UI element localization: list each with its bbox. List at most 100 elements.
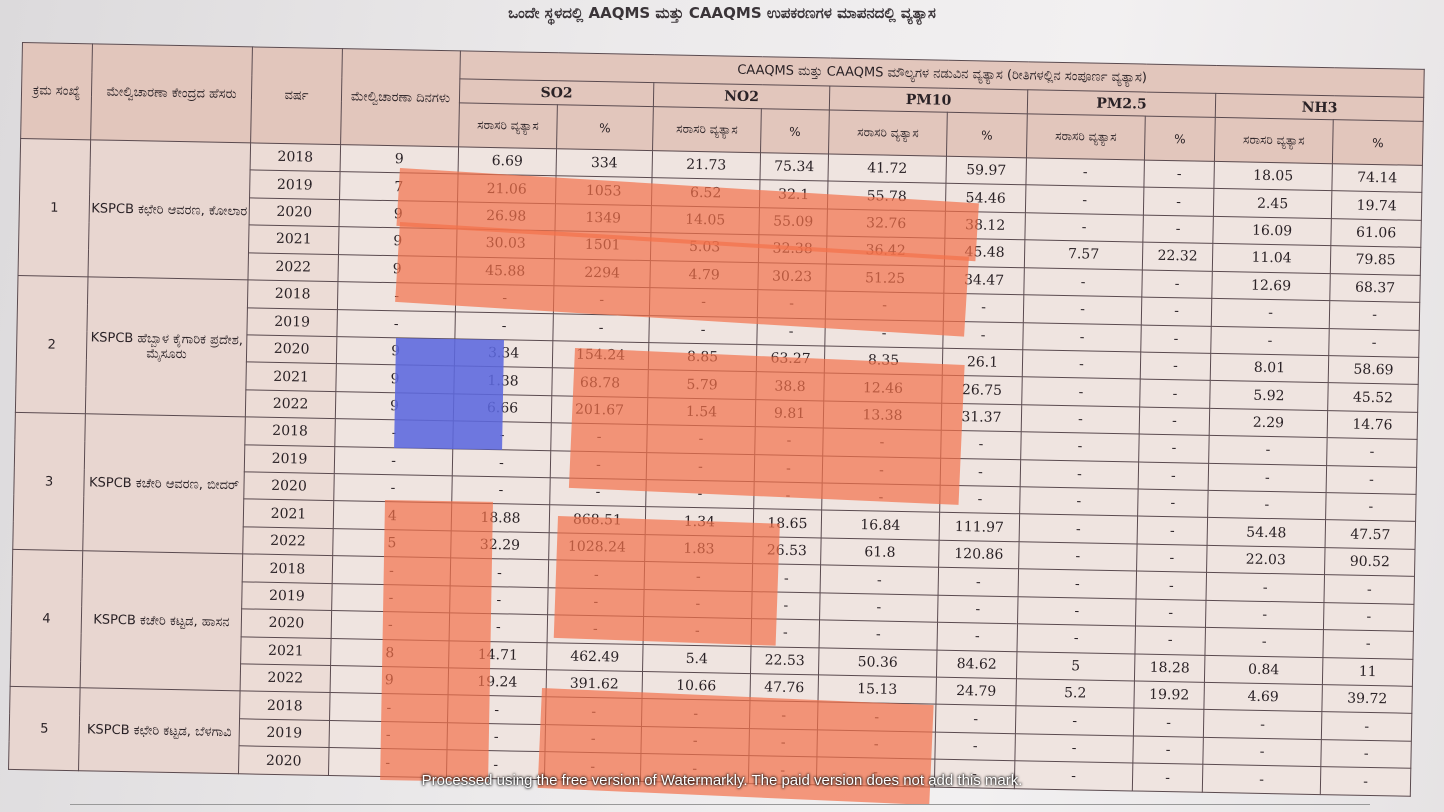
so2-avg-cell: - <box>454 311 554 341</box>
sl-no-cell: 3 <box>12 412 86 552</box>
no2-percent-cell: 30.23 <box>757 262 827 292</box>
header-pollutant: NO2 <box>653 82 830 111</box>
header-avg-diff: ಸರಾಸರಿ ವ್ಯತ್ಯಾಸ <box>828 110 948 157</box>
nh3-avg-cell: 18.05 <box>1213 161 1333 192</box>
so2-avg-cell: - <box>446 722 546 752</box>
pm25-percent-cell: - <box>1140 324 1212 354</box>
no2-avg-cell: - <box>643 589 753 619</box>
no2-percent-cell: - <box>749 701 818 730</box>
days-cell: 9 <box>337 254 457 284</box>
days-cell: 9 <box>335 363 455 394</box>
no2-percent-cell: - <box>757 289 826 319</box>
so2-percent-cell: - <box>553 285 650 316</box>
nh3-percent-cell: 58.69 <box>1328 355 1419 385</box>
nh3-avg-cell: - <box>1210 325 1330 356</box>
pm25-percent-cell: - <box>1132 735 1204 765</box>
pm25-avg-cell: - <box>1025 185 1144 215</box>
no2-avg-cell: - <box>641 698 750 729</box>
nh3-avg-cell: 11.04 <box>1212 243 1331 274</box>
so2-percent-cell: 1349 <box>554 203 652 233</box>
no2-percent-cell: 32.1 <box>759 180 828 209</box>
so2-avg-cell: - <box>452 421 552 451</box>
table-wrapper: ಕ್ರಮ ಸಂಖ್ಯೆ ಮೇಲ್ವಿಚಾರಣಾ ಕೇಂದ್ರದ ಹೆಸರು ವರ… <box>8 42 1425 797</box>
nh3-avg-cell: - <box>1203 709 1322 740</box>
station-name-cell: KSPCB ಕಛೇರಿ ಆವರಣ, ಕೋಲಾರ <box>88 139 251 280</box>
year-cell: 2022 <box>247 252 339 282</box>
so2-avg-cell: 1.38 <box>453 366 553 396</box>
year-cell: 2022 <box>240 663 331 693</box>
nh3-avg-cell: - <box>1208 462 1327 493</box>
nh3-avg-cell: - <box>1205 600 1324 630</box>
pm25-percent-cell: - <box>1138 461 1209 491</box>
pm25-percent-cell: - <box>1141 269 1213 299</box>
pm10-avg-cell: - <box>817 702 936 733</box>
no2-avg-cell: - <box>646 452 755 482</box>
days-cell: - <box>329 692 449 723</box>
nh3-percent-cell: 45.52 <box>1327 383 1419 413</box>
so2-percent-cell: 68.78 <box>551 368 649 398</box>
pm25-avg-cell: 5 <box>1016 651 1135 681</box>
pm10-avg-cell: - <box>822 428 942 458</box>
days-cell: - <box>334 446 453 476</box>
nh3-percent-cell: 11 <box>1322 657 1414 687</box>
no2-avg-cell: - <box>643 616 752 647</box>
no2-percent-cell: 9.81 <box>755 399 824 429</box>
so2-percent-cell: - <box>550 450 647 480</box>
pm25-avg-cell: - <box>1019 486 1139 517</box>
header-percent: % <box>1332 119 1424 166</box>
pm10-avg-cell: - <box>824 318 944 349</box>
pm25-avg-cell: - <box>1023 294 1142 325</box>
pm25-avg-cell: - <box>1018 569 1137 599</box>
no2-avg-cell: 5.4 <box>642 644 752 674</box>
pm25-avg-cell: - <box>1017 596 1137 627</box>
nh3-percent-cell: 61.06 <box>1330 218 1422 248</box>
year-cell: 2018 <box>247 279 338 310</box>
pm25-avg-cell: - <box>1022 322 1142 352</box>
pm10-percent-cell: - <box>940 457 1021 487</box>
year-cell: 2019 <box>241 581 333 611</box>
no2-avg-cell: 14.05 <box>650 205 760 235</box>
pm10-avg-cell: 36.42 <box>826 236 945 266</box>
so2-avg-cell: - <box>452 448 551 478</box>
pm10-percent-cell: 111.97 <box>939 512 1020 542</box>
no2-avg-cell: 1.54 <box>647 397 756 427</box>
pm25-percent-cell: - <box>1143 187 1214 217</box>
header-sl-no: ಕ್ರಮ ಸಂಖ್ಯೆ <box>20 42 93 140</box>
pm25-avg-cell: - <box>1016 623 1136 654</box>
no2-avg-cell: - <box>640 726 750 756</box>
nh3-percent-cell: 79.85 <box>1330 245 1421 276</box>
so2-percent-cell: - <box>547 587 645 617</box>
sl-no-cell: 4 <box>10 549 83 689</box>
so2-percent-cell: 201.67 <box>551 395 648 425</box>
nh3-percent-cell: 14.76 <box>1327 410 1418 440</box>
no2-avg-cell: 8.85 <box>648 342 757 373</box>
so2-percent-cell: 1053 <box>555 176 653 206</box>
nh3-percent-cell: - <box>1329 300 1420 330</box>
so2-percent-cell: 462.49 <box>546 642 644 672</box>
year-cell: 2021 <box>248 225 340 255</box>
pm10-percent-cell: 45.48 <box>944 238 1025 268</box>
so2-avg-cell: 6.66 <box>453 393 552 423</box>
days-cell: 9 <box>340 144 459 175</box>
no2-percent-cell: - <box>748 728 818 758</box>
pm10-percent-cell: - <box>937 594 1019 624</box>
no2-avg-cell: - <box>646 424 756 455</box>
so2-avg-cell: 21.06 <box>457 174 557 204</box>
year-cell: 2020 <box>249 197 340 227</box>
no2-percent-cell: 63.27 <box>756 344 825 374</box>
days-cell: 9 <box>335 391 454 422</box>
station-name-cell: KSPCB ಕಚೇರಿ ಕಟ್ಟಡ, ಹಾಸನ <box>80 551 243 692</box>
days-cell: - <box>331 583 451 613</box>
comparison-table: ಕ್ರಮ ಸಂಖ್ಯೆ ಮೇಲ್ವಿಚಾರಣಾ ಕೇಂದ್ರದ ಹೆಸರು ವರ… <box>8 42 1425 797</box>
nh3-avg-cell: 54.48 <box>1207 517 1326 548</box>
header-avg-diff: ಸರಾಸರಿ ವ್ಯತ್ಯಾಸ <box>458 102 558 149</box>
pm25-avg-cell: - <box>1024 212 1144 243</box>
year-cell: 2022 <box>245 389 336 419</box>
pm25-avg-cell: 7.57 <box>1024 240 1143 270</box>
no2-avg-cell: - <box>645 479 755 510</box>
pm25-avg-cell: - <box>1018 541 1138 572</box>
no2-percent-cell: 47.76 <box>749 673 819 703</box>
year-cell: 2021 <box>243 499 334 529</box>
pm25-avg-cell: - <box>1019 514 1138 544</box>
days-cell: 5 <box>332 528 452 559</box>
